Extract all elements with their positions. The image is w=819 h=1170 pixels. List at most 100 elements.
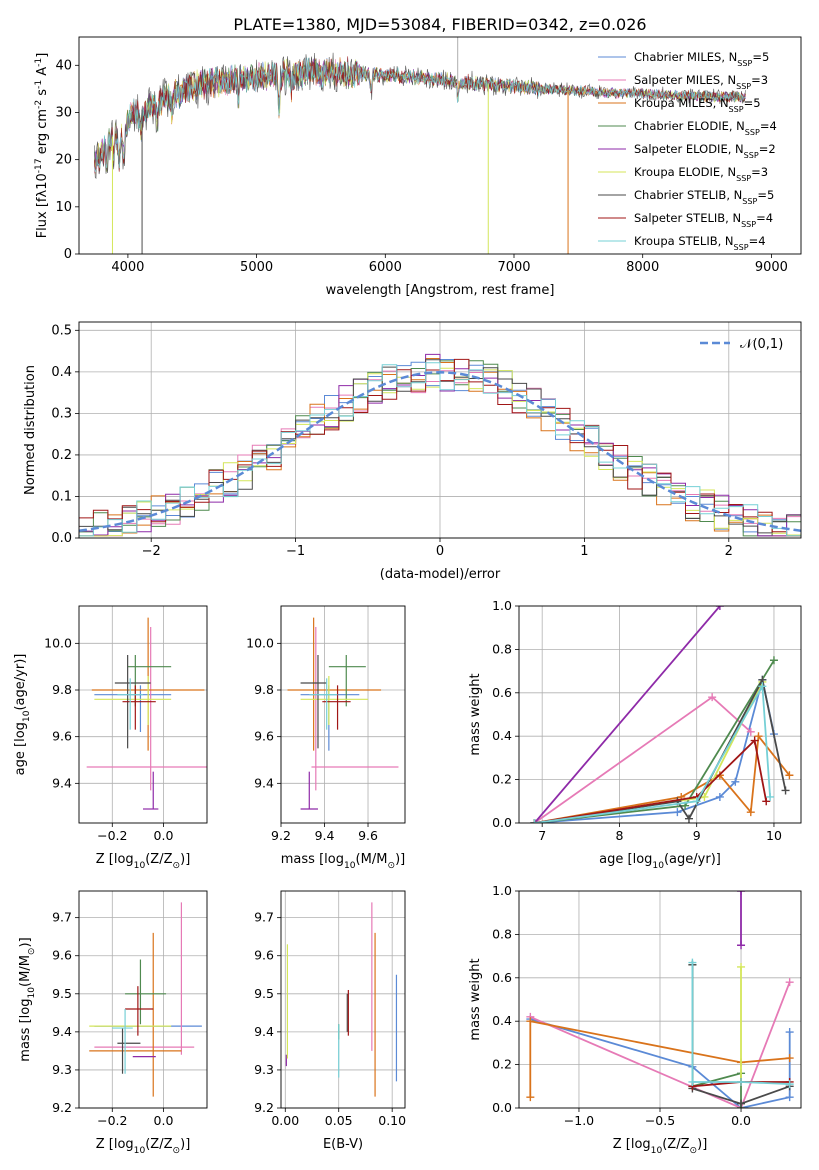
y-tick-label: 0.2 (492, 1057, 512, 1072)
legend-label: Kroupa STELIB, NSSP=4 (634, 234, 766, 252)
y-tick-label: 9.6 (52, 729, 72, 744)
weight-marker (715, 606, 724, 610)
weight-marker (785, 1080, 794, 1089)
errorbar-salpeter_elodie (300, 771, 318, 810)
y-tick-label: 20 (55, 153, 72, 168)
y-tick-label: 9.5 (254, 986, 274, 1001)
weight-marker (715, 792, 724, 801)
y-tick-label: 1.0 (492, 883, 512, 898)
weight-marker (688, 1077, 697, 1086)
x-tick-label: −1 (286, 544, 305, 559)
panel-residuals: −2 −1 0 1 2 0.0 0.1 0.2 0.3 0.4 0.5 (data-model)/er… (23, 321, 802, 582)
x-tick-label: 0.0 (154, 1113, 174, 1128)
x-axis-label: (data-model)/error (380, 567, 501, 582)
weight-marker (731, 777, 740, 786)
y-tick-label: 9.7 (52, 910, 72, 925)
errorbar-kroupa_miles (89, 932, 182, 1097)
axes-frame (78, 36, 802, 255)
weight-marker (746, 808, 755, 817)
plot-area (86, 617, 207, 810)
errorbar-chabrier_stelib (117, 1028, 141, 1074)
y-tick-label: 9.6 (52, 948, 72, 963)
x-tick-label: −0.2 (97, 1113, 127, 1128)
weight-marker (746, 727, 755, 736)
errorbar-salpeter_stelib (125, 986, 154, 1036)
axes-frame (78, 890, 208, 1109)
histogram-step (79, 362, 801, 538)
weight-marker (758, 682, 767, 691)
y-tick-label: 9.4 (52, 775, 72, 790)
errorbar-kroupa_elodie (94, 676, 172, 725)
weight-marker (785, 1028, 794, 1037)
x-tick-label: 4000 (111, 260, 144, 275)
errorbar-kroupa_stelib (117, 678, 143, 730)
y-tick-label: 9.5 (52, 986, 72, 1001)
weight-marker (526, 1017, 535, 1026)
axes-frame (78, 605, 208, 824)
y-tick-label: 0.0 (492, 815, 512, 830)
normal-curve (79, 371, 801, 532)
x-tick-label: 9000 (755, 260, 788, 275)
x-tick-label: 8 (615, 828, 623, 843)
legend-label: Kroupa MILES, NSSP=5 (634, 96, 761, 114)
y-tick-label: 0.0 (492, 1100, 512, 1115)
weight-line-salpeter_miles (529, 981, 791, 1108)
y-tick-label: 0.2 (51, 448, 72, 463)
x-tick-label: 0 (436, 544, 444, 559)
y-tick-label: 0.2 (492, 772, 512, 787)
y-tick-label: 40 (55, 58, 72, 73)
y-tick-label: 0.1 (51, 489, 72, 504)
y-tick-label: 1.0 (492, 598, 512, 613)
weight-marker (737, 1099, 746, 1108)
legend-label: 𝒩(0,1) (740, 337, 783, 352)
x-tick-label: 0.05 (325, 1113, 353, 1128)
errorbar-kroupa_stelib (112, 1009, 133, 1074)
panel-age_vs_mass: 9.2 9.4 9.6 9.4 9.6 9.8 10.0 mass [log10(M/M⊙)] (246, 605, 406, 871)
y-axis-label: Flux [fλ10-17 erg cm-2 s-1 A-1] (34, 53, 50, 239)
y-tick-label: 9.7 (254, 910, 274, 925)
x-tick-label: 9 (693, 828, 701, 843)
panel-mass_vs_Z: −0.2 0.0 9.2 9.3 9.4 9.5 9.6 9.7 Z [log10(Z/Z⊙)]… (18, 890, 208, 1156)
y-tick-label: 0.4 (492, 728, 512, 743)
y-tick-label: 9.4 (254, 775, 274, 790)
legend-label: Salpeter ELODIE, NSSP=2 (634, 142, 776, 160)
panel-age_vs_Z: −0.2 0.0 9.4 9.6 9.8 10.0 Z [log10(Z/Z⊙)] age [… (13, 605, 208, 871)
weight-marker (737, 1077, 746, 1086)
legend-label: Chabrier ELODIE, NSSP=4 (634, 119, 777, 137)
x-tick-label: 7000 (497, 260, 530, 275)
y-tick-label: 0.8 (492, 641, 512, 656)
x-tick-label: −0.2 (97, 828, 127, 843)
x-tick-label: 5000 (240, 260, 273, 275)
y-tick-label: 9.3 (254, 1062, 274, 1077)
x-tick-label: 7 (538, 828, 546, 843)
x-tick-label: 8000 (626, 260, 659, 275)
weight-marker (688, 958, 697, 967)
weight-marker (754, 732, 763, 741)
x-tick-label: −0.5 (645, 1113, 675, 1128)
x-axis-label: Z [log10(Z/Z⊙)] (96, 852, 191, 871)
errorbar-salpeter_miles (86, 627, 207, 791)
weight-marker (737, 941, 746, 950)
x-axis-label: Z [log10(Z/Z⊙)] (613, 1137, 708, 1156)
weight-line-kroupa_miles (534, 733, 791, 823)
x-tick-label: 0.0 (154, 828, 174, 843)
y-tick-label: 10.0 (246, 635, 274, 650)
plot-area (287, 617, 399, 810)
y-tick-label: 0.5 (51, 323, 72, 338)
plot-area (285, 902, 398, 1097)
x-tick-label: 9.6 (358, 828, 378, 843)
errorbar-kroupa_elodie (300, 676, 369, 725)
y-axis-label: Normed distribution (23, 365, 38, 495)
x-tick-label: 2 (725, 544, 733, 559)
y-tick-label: 9.3 (52, 1062, 72, 1077)
weight-marker (766, 792, 775, 801)
weight-marker (700, 792, 709, 801)
weight-line-kroupa_stelib (534, 683, 771, 823)
y-axis-label: mass weight (468, 958, 483, 1040)
weight-marker (684, 814, 693, 823)
y-tick-label: 9.4 (254, 1024, 274, 1039)
weight-marker (785, 771, 794, 780)
y-tick-label: 9.8 (254, 682, 274, 697)
y-tick-label: 9.6 (254, 729, 274, 744)
weight-marker (762, 797, 771, 806)
